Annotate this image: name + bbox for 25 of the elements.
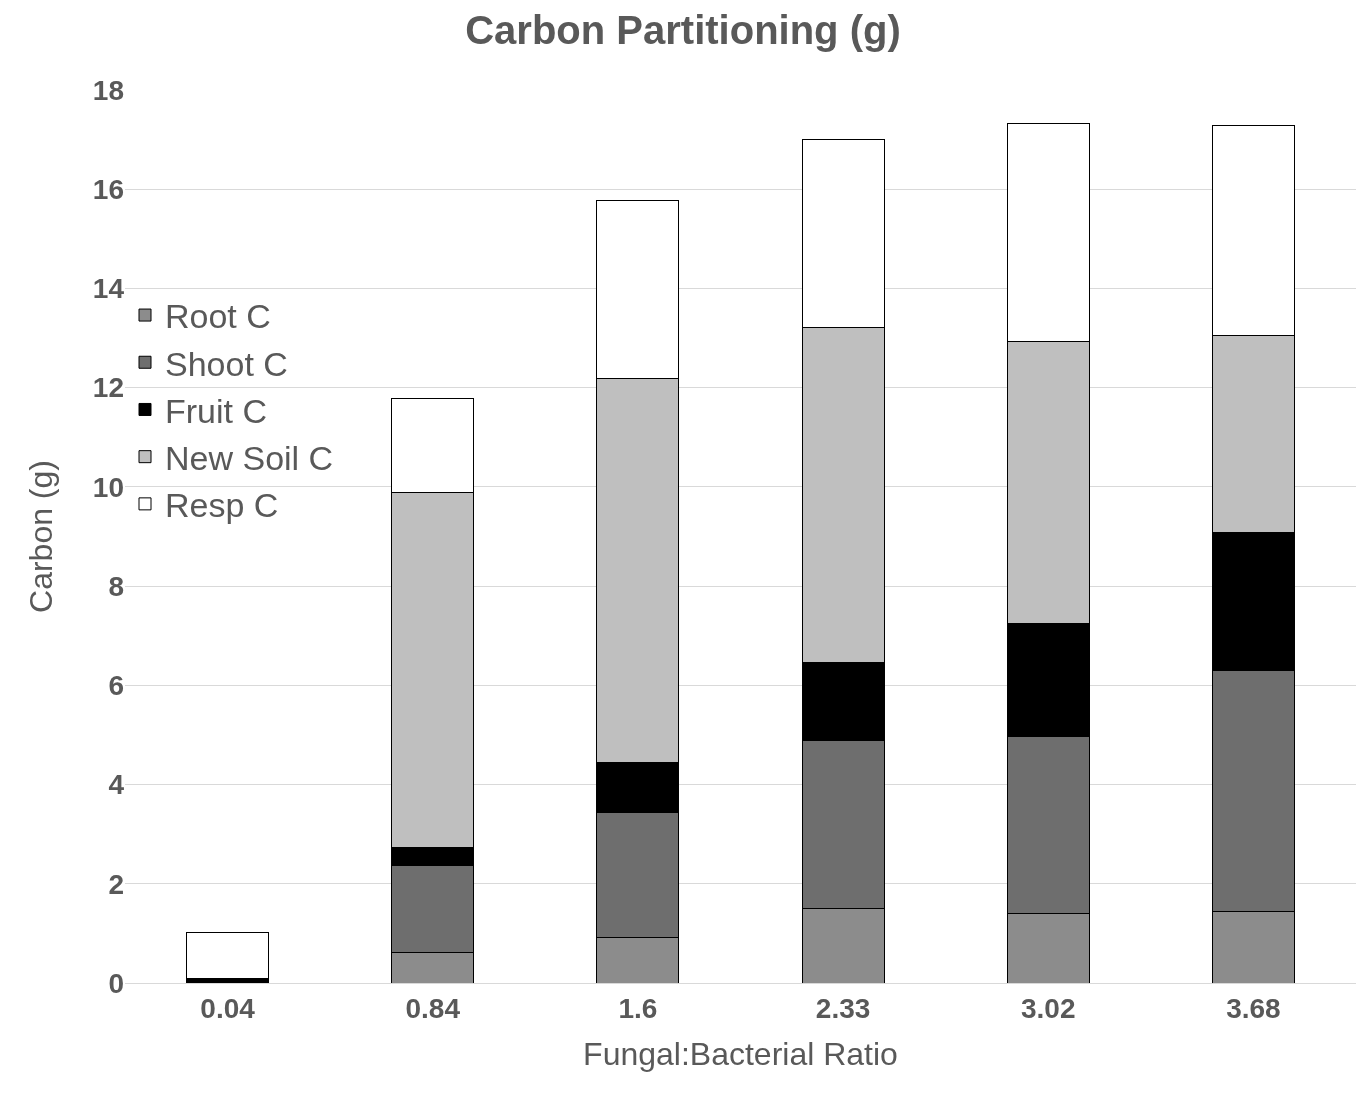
y-tick-label: 0 bbox=[108, 967, 124, 999]
y-axis-title: Carbon (g) bbox=[23, 460, 60, 613]
legend-label: Root C bbox=[165, 297, 271, 336]
x-axis-title: Fungal:Bacterial Ratio bbox=[583, 1036, 898, 1073]
x-tick-label: 3.02 bbox=[1021, 992, 1076, 1024]
chart-title: Carbon Partitioning (g) bbox=[465, 8, 901, 53]
x-tick-label: 0.04 bbox=[200, 992, 256, 1024]
legend-label: Resp C bbox=[165, 486, 279, 525]
y-tick-label: 14 bbox=[92, 273, 125, 305]
x-tick-label: 0.84 bbox=[405, 992, 461, 1024]
y-tick-label: 4 bbox=[108, 769, 125, 801]
legend-label: New Soil C bbox=[165, 438, 334, 477]
x-tick-label: 1.6 bbox=[618, 992, 658, 1024]
y-tick-label: 10 bbox=[92, 471, 124, 503]
legend-label: Fruit C bbox=[165, 391, 267, 430]
bar bbox=[186, 932, 270, 979]
legend-label: Shoot C bbox=[165, 344, 288, 383]
y-tick-label: 8 bbox=[108, 570, 124, 602]
y-tick-label: 18 bbox=[92, 74, 124, 106]
x-tick-label: 3.68 bbox=[1226, 992, 1281, 1024]
y-tick-label: 6 bbox=[108, 670, 124, 702]
y-tick-label: 16 bbox=[92, 174, 124, 206]
x-tick-label: 2.33 bbox=[815, 992, 871, 1024]
y-tick-label: 12 bbox=[92, 372, 124, 404]
y-tick-label: 2 bbox=[108, 868, 124, 900]
